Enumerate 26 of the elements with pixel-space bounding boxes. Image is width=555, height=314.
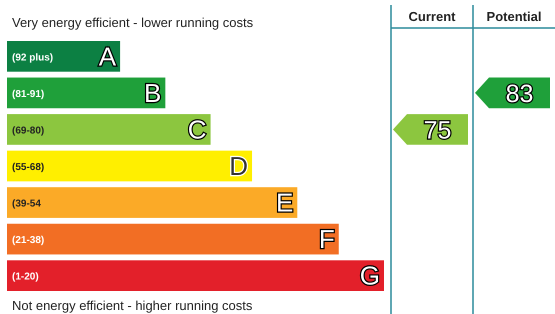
y2-tick-label: (21-38) <box>12 235 44 246</box>
y2-tick-label: (39-54 <box>12 198 42 210</box>
y2-tick-label: (1-20) <box>12 272 39 283</box>
bar <box>7 114 211 145</box>
y-tick-label: A <box>98 41 117 72</box>
text: Current <box>408 9 456 24</box>
text: Not energy efficient - higher running costs <box>12 298 253 313</box>
y-tick-label: B <box>144 78 162 108</box>
text: 83 <box>506 80 534 108</box>
y2-tick-label: (69-80) <box>12 125 44 136</box>
text: 75 <box>424 116 452 144</box>
y-tick-label: F <box>318 224 335 254</box>
bar <box>7 187 298 218</box>
y-tick-label: C <box>188 114 207 144</box>
chart-title: Very energy efficient - lower running costs <box>12 15 254 30</box>
bar <box>7 78 166 108</box>
y-tick-label: G <box>360 260 380 291</box>
y-tick-label: D <box>229 151 248 181</box>
text: Potential <box>486 9 542 24</box>
y-tick-label: E <box>276 188 294 218</box>
bar <box>7 260 384 291</box>
y2-tick-label: (81-91) <box>12 88 44 100</box>
y2-tick-label: (92 plus) <box>12 52 54 64</box>
y2-tick-label: (55-68) <box>12 162 44 173</box>
bar <box>7 224 339 254</box>
bar <box>7 150 252 182</box>
